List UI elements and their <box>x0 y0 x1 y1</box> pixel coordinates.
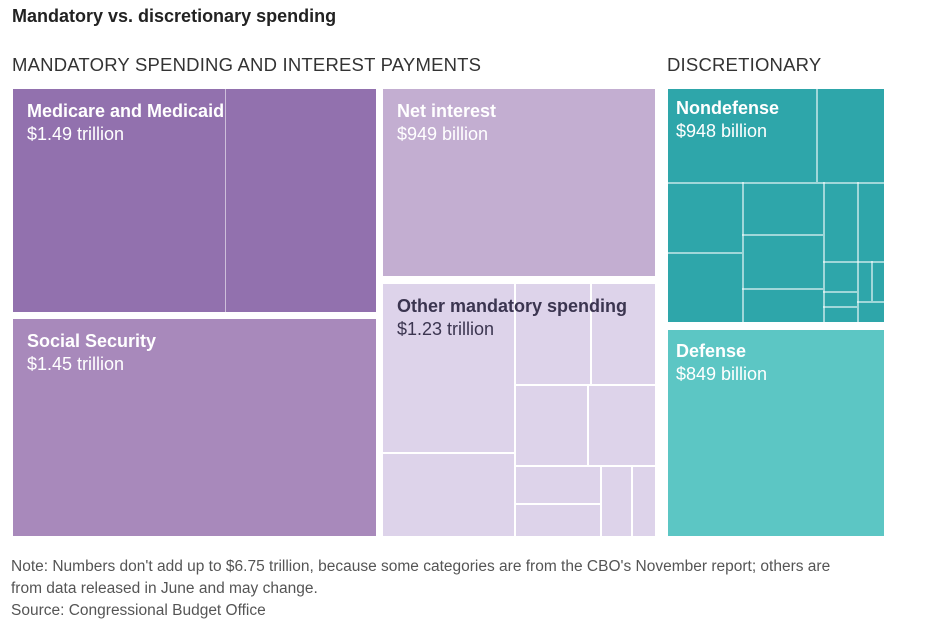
block-value: $1.49 trillion <box>27 124 125 144</box>
sub-block-divider <box>823 261 884 263</box>
block-label: Defense $849 billion <box>676 340 767 386</box>
block-value: $1.45 trillion <box>27 354 125 374</box>
block-name: Medicare and Medicaid <box>27 101 225 121</box>
block-value: $948 billion <box>676 121 768 141</box>
source-line: Source: Congressional Budget Office <box>11 602 266 619</box>
block-name: Net interest <box>397 101 497 121</box>
sub-block-divider <box>631 465 633 536</box>
sub-block <box>225 89 226 312</box>
block-name: Social Security <box>27 331 157 351</box>
sub-block-divider <box>514 503 600 505</box>
sub-block-divider <box>514 284 516 536</box>
sub-block-divider <box>383 452 514 454</box>
block-value: $1.23 trillion <box>397 319 495 339</box>
sub-block-divider <box>590 284 592 384</box>
sub-block-divider <box>514 465 655 467</box>
sub-block-divider <box>668 252 742 254</box>
block-label: Other mandatory spending $1.23 trillion <box>397 295 627 341</box>
treemap-block-social-security: Social Security $1.45 trillion <box>13 319 376 536</box>
sub-block-divider <box>823 182 825 322</box>
treemap-block-nondefense: Nondefense $948 billion <box>668 89 884 322</box>
block-name: Other mandatory spending <box>397 296 628 316</box>
sub-block-divider <box>871 261 873 301</box>
sub-block-divider <box>600 465 602 536</box>
treemap-block-other-mandatory: Other mandatory spending $1.23 trillion <box>383 284 655 536</box>
block-name: Nondefense <box>676 98 780 118</box>
sub-block-divider <box>816 89 818 182</box>
treemap-block-net-interest: Net interest $949 billion <box>383 89 655 276</box>
treemap-block-medicare-medicaid: Medicare and Medicaid $1.49 trillion <box>13 89 376 312</box>
sub-block-divider <box>742 288 823 290</box>
footnote: Note: Numbers don't add up to $6.75 tril… <box>11 556 926 622</box>
block-label: Net interest $949 billion <box>397 100 496 146</box>
block-label: Medicare and Medicaid $1.49 trillion <box>27 100 224 146</box>
note-line-2: from data released in June and may chang… <box>11 580 318 597</box>
sub-block-divider <box>668 182 884 184</box>
sub-block-divider <box>823 291 857 293</box>
block-value: $949 billion <box>397 124 489 144</box>
treemap-block-defense: Defense $849 billion <box>668 330 884 536</box>
section-label-mandatory: MANDATORY SPENDING AND INTEREST PAYMENTS <box>12 54 482 75</box>
block-label: Nondefense $948 billion <box>676 97 779 143</box>
note-line-1: Note: Numbers don't add up to $6.75 tril… <box>11 558 831 575</box>
section-label-discretionary: DISCRETIONARY <box>667 54 822 75</box>
sub-block-divider <box>857 182 859 322</box>
sub-block-divider <box>514 384 655 386</box>
block-label: Social Security $1.45 trillion <box>27 330 156 376</box>
block-value: $849 billion <box>676 364 768 384</box>
sub-block-divider <box>587 384 589 465</box>
sub-block-divider <box>742 182 744 322</box>
sub-block-divider <box>742 234 823 236</box>
sub-block-divider <box>857 301 884 303</box>
chart-title: Mandatory vs. discretionary spending <box>12 6 337 26</box>
sub-block-divider <box>823 306 857 308</box>
block-name: Defense <box>676 341 747 361</box>
